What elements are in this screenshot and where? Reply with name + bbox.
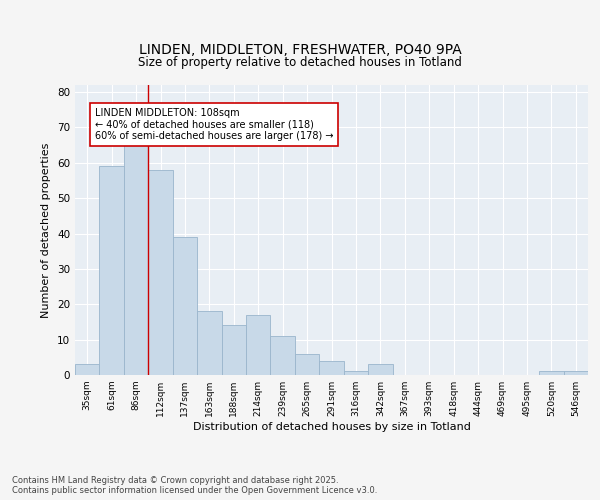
Bar	[539, 372, 563, 375]
Bar	[221, 326, 246, 375]
Text: LINDEN MIDDLETON: 108sqm
← 40% of detached houses are smaller (118)
60% of semi-: LINDEN MIDDLETON: 108sqm ← 40% of detach…	[95, 108, 333, 141]
Bar	[173, 237, 197, 375]
Bar	[295, 354, 319, 375]
Bar	[271, 336, 295, 375]
Bar	[197, 312, 221, 375]
Text: Size of property relative to detached houses in Totland: Size of property relative to detached ho…	[138, 56, 462, 69]
Text: LINDEN, MIDDLETON, FRESHWATER, PO40 9PA: LINDEN, MIDDLETON, FRESHWATER, PO40 9PA	[139, 43, 461, 57]
Text: Contains HM Land Registry data © Crown copyright and database right 2025.
Contai: Contains HM Land Registry data © Crown c…	[12, 476, 377, 495]
Bar	[148, 170, 173, 375]
Bar	[319, 361, 344, 375]
Bar	[344, 372, 368, 375]
Bar	[75, 364, 100, 375]
Bar	[368, 364, 392, 375]
Bar	[563, 372, 588, 375]
Bar	[124, 145, 148, 375]
Y-axis label: Number of detached properties: Number of detached properties	[41, 142, 52, 318]
X-axis label: Distribution of detached houses by size in Totland: Distribution of detached houses by size …	[193, 422, 470, 432]
Bar	[246, 315, 271, 375]
Bar	[100, 166, 124, 375]
